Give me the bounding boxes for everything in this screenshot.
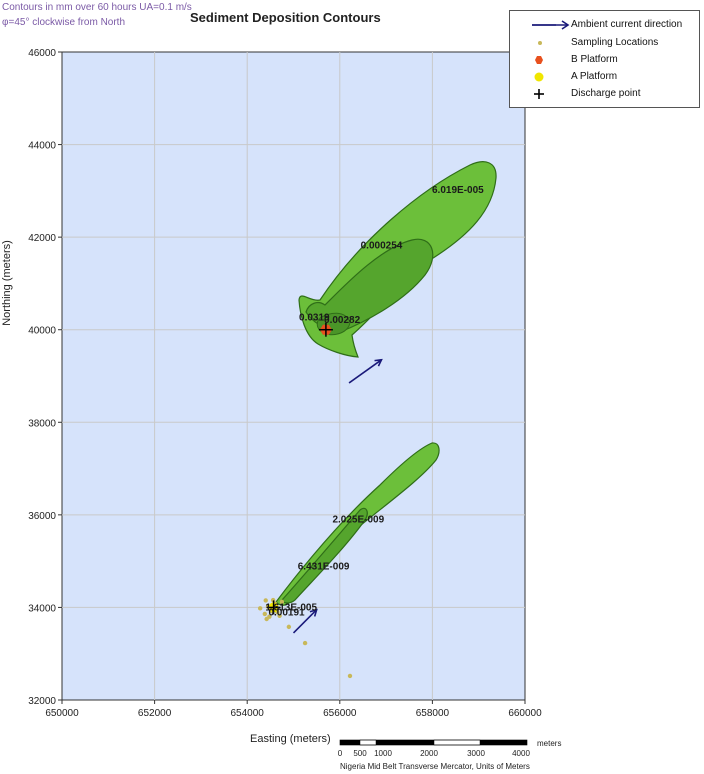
legend-item-b-platform: B Platform (510, 52, 699, 68)
scale-bar: 0 500 1000 2000 3000 4000 meters Nigeria… (338, 739, 562, 771)
legend-item-current: Ambient current direction (510, 17, 699, 33)
legend-label-discharge: Discharge point (571, 88, 641, 99)
sampling-point (277, 613, 282, 618)
x-tick-label: 650000 (45, 708, 79, 719)
contour-label: 0.00282 (324, 315, 361, 326)
sampling-point (263, 598, 268, 603)
y-tick-label: 32000 (28, 696, 56, 707)
y-axis-title: Northing (meters) (1, 240, 13, 326)
grid-lines (62, 52, 525, 700)
contour-label: 0.00191 (268, 607, 305, 618)
legend-item-a-platform: A Platform (510, 69, 699, 85)
x-tick-label: 658000 (416, 708, 450, 719)
legend-label-sampling: Sampling Locations (571, 37, 659, 48)
sampling-point (279, 599, 285, 605)
scale-tick-1000: 1000 (374, 749, 392, 758)
legend: Ambient current direction Sampling Locat… (509, 10, 700, 108)
contour-label: 1.613E-005 (265, 603, 317, 614)
y-tick-label: 38000 (28, 418, 56, 429)
contour-label: 0.000254 (361, 241, 403, 252)
legend-item-sampling: Sampling Locations (510, 35, 699, 51)
current-arrowhead (374, 358, 383, 367)
dot-icon (534, 72, 544, 82)
contour-label: 6.019E-005 (432, 185, 484, 196)
projection-note: Nigeria Mid Belt Transverse Mercator, Un… (340, 762, 530, 771)
contour-units-note: Contours in mm over 60 hours UA=0.1 m/s (2, 2, 192, 13)
scale-tick-4000: 4000 (512, 749, 530, 758)
discharge-points (266, 322, 333, 615)
axis-ticks: 650000 652000 654000 656000 658000 660000 3200… (28, 48, 542, 719)
scale-tick-0: 0 (338, 749, 343, 758)
sampling-point (302, 640, 308, 646)
plus-icon (534, 89, 544, 99)
current-arrow (348, 359, 382, 384)
y-tick-label: 44000 (28, 141, 56, 152)
contour-label: 0.0319 (299, 312, 330, 323)
x-tick-label: 660000 (508, 708, 542, 719)
map-title: Sediment Deposition Contours (190, 10, 381, 25)
sampling-point (347, 673, 353, 679)
south-plume (275, 442, 440, 606)
x-tick-label: 654000 (231, 708, 265, 719)
y-tick-label: 42000 (28, 233, 56, 244)
x-axis-title: Easting (meters) (250, 733, 331, 745)
scale-tick-2000: 2000 (420, 749, 438, 758)
legend-label-current: Ambient current direction (571, 19, 683, 30)
scale-tick-3000: 3000 (467, 749, 485, 758)
contour-label: 6.431E-009 (298, 561, 350, 572)
hexagon-icon (535, 56, 543, 64)
sampling-point (262, 611, 267, 617)
y-tick-label: 46000 (28, 48, 56, 59)
sampling-point (286, 624, 292, 630)
legend-label-b-platform: B Platform (571, 54, 618, 65)
x-tick-label: 656000 (323, 708, 357, 719)
scale-tick-500: 500 (353, 749, 367, 758)
south-inner-contour (281, 507, 368, 604)
contour-label: 2.025E-009 (332, 515, 384, 526)
arrow-icon (532, 20, 570, 30)
sampling-point (267, 614, 272, 619)
current-arrow (292, 609, 318, 634)
y-tick-label: 34000 (28, 603, 56, 614)
current-direction-note: φ=45° clockwise from North (2, 17, 126, 28)
current-arrows (292, 358, 383, 634)
x-tick-label: 652000 (138, 708, 172, 719)
legend-item-discharge: Discharge point (510, 86, 699, 102)
y-tick-label: 36000 (28, 511, 56, 522)
scale-unit: meters (537, 739, 561, 748)
sampling-point (257, 606, 263, 611)
dot-icon (538, 41, 542, 45)
current-arrowhead (309, 608, 318, 617)
y-tick-label: 40000 (28, 326, 56, 337)
legend-label-a-platform: A Platform (571, 71, 618, 82)
